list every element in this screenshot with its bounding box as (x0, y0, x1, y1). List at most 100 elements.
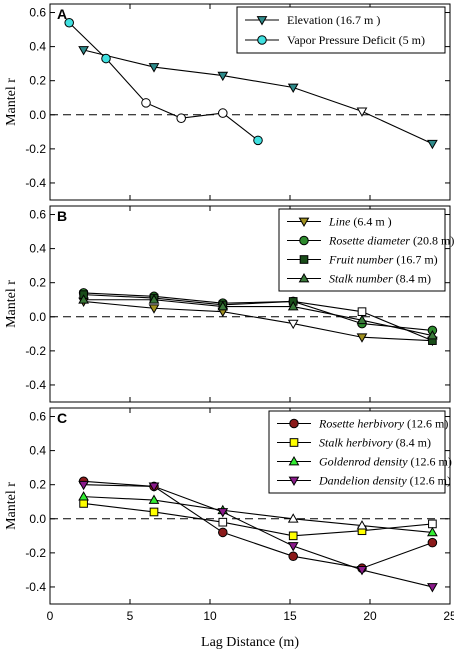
legend-marker (289, 438, 299, 447)
series-line (68, 22, 259, 141)
panel-b: -0.4 -0.2 0.0 0.2 0.4 0.6 Mantel r B Line (6.4 m… (4, 205, 454, 403)
series-line (83, 484, 433, 588)
data-point (64, 17, 74, 28)
legend-series-name: Elevation (287, 13, 333, 27)
legend-series-detail: (8.4 m) (393, 436, 431, 450)
data-point (217, 71, 229, 82)
legend-series-name: Rosette diameter (328, 234, 410, 248)
legend-series-name: Goldenrod density (319, 455, 408, 469)
data-point (356, 566, 368, 576)
plot-frame (49, 3, 451, 201)
data-point (148, 63, 160, 73)
data-point (287, 542, 299, 552)
series-line (83, 292, 433, 331)
data-point (218, 527, 228, 538)
legend-series-detail: (12.6 m) (407, 474, 451, 488)
y-tick-label: -0.4 (25, 580, 46, 594)
data-point (148, 482, 160, 492)
data-point (217, 508, 229, 518)
data-point (141, 98, 151, 108)
legend-marker (298, 272, 310, 283)
legend-series-name: Stalk herbivory (319, 436, 393, 450)
data-point (357, 307, 367, 316)
x-tick-label: 5 (127, 609, 134, 623)
legend-marker (288, 476, 300, 487)
legend-series-name: Fruit number (328, 253, 394, 267)
y-tick-label: -0.2 (25, 546, 46, 560)
data-point (149, 507, 159, 517)
legend-entry: Rosette diameter (20.8 m) (328, 234, 454, 248)
series-line (83, 480, 433, 569)
y-tick-label: 0.2 (29, 74, 46, 88)
legend-entry: Line (6.4 m ) (328, 215, 392, 229)
data-point (176, 113, 186, 123)
legend-marker (299, 255, 309, 264)
legend-series-detail: (12.6 m) (404, 417, 448, 431)
series-line (83, 300, 433, 342)
data-point (427, 139, 438, 150)
legend-series-name: Dandelion density (318, 474, 407, 488)
y-axis-title: Mantel r (4, 280, 19, 328)
legend-series-detail: (6.4 m ) (350, 215, 391, 229)
panel-a: -0.4 -0.2 0.0 0.2 0.4 0.6 Mantel r A Elevation (… (4, 3, 451, 201)
legend-series-detail: (8.4 m) (393, 272, 431, 286)
data-point (148, 294, 160, 304)
legend-marker (257, 35, 267, 45)
legend-box (236, 6, 446, 54)
panel-letter: B (57, 208, 67, 224)
data-point (428, 519, 437, 529)
data-point (218, 108, 228, 118)
series-line (83, 496, 433, 533)
data-point (148, 494, 160, 504)
panel-letter: A (57, 6, 67, 22)
data-point (101, 53, 111, 64)
y-tick-label: 0.2 (29, 478, 46, 492)
panel-c: -0.4 -0.2 0.0 0.2 0.4 0.6 0 5 10 15 20 25 Mantel r C R… (4, 407, 454, 623)
y-tick-label: -0.2 (25, 344, 46, 358)
y-axis-title: Mantel r (4, 482, 19, 530)
x-tick-label: 20 (363, 609, 377, 623)
y-tick-label: 0.0 (29, 310, 46, 324)
data-point (427, 537, 438, 548)
data-point (148, 304, 160, 314)
legend-marker (299, 235, 309, 246)
legend-marker (256, 16, 268, 26)
data-point (78, 491, 89, 501)
legend-marker (289, 418, 299, 429)
y-tick-label: 0.4 (29, 242, 46, 256)
data-point (427, 330, 438, 340)
data-point (253, 135, 263, 146)
legend-entry: Vapor Pressure Deficit (5 m) (287, 33, 425, 47)
series-line (83, 299, 433, 337)
data-point (79, 499, 88, 508)
y-tick-label: 0.6 (29, 410, 46, 424)
y-tick-label: -0.2 (25, 142, 46, 156)
data-point (288, 551, 298, 562)
series-line (83, 502, 433, 537)
data-point (356, 314, 368, 325)
legend-series-detail: (12.6 m) (408, 455, 452, 469)
data-point (427, 526, 438, 537)
data-point (356, 333, 368, 343)
legend-series-name: Rosette herbivory (318, 417, 405, 431)
y-tick-label: 0.6 (29, 208, 46, 222)
x-tick-label: 0 (47, 609, 54, 623)
data-point (287, 319, 299, 330)
data-point (78, 46, 89, 56)
data-point (356, 520, 368, 530)
legend-entry: Stalk number (8.4 m) (329, 272, 431, 286)
data-point (287, 301, 299, 311)
legend-series-detail: (5 m) (396, 33, 425, 47)
data-point (287, 513, 299, 523)
y-tick-label: 0.2 (29, 276, 46, 290)
legend-series-detail: (16.7 m ) (333, 13, 380, 27)
legend-entry: Dandelion density (12.6 m) (318, 474, 451, 488)
legend-series-detail: (16.7 m) (393, 253, 437, 267)
x-tick-label: 15 (283, 609, 297, 623)
legend-series-name: Stalk number (329, 272, 393, 286)
data-point (288, 531, 298, 541)
y-tick-label: 0.4 (29, 444, 46, 458)
legend-entry: Goldenrod density (12.6 m) (319, 455, 452, 469)
data-point (287, 83, 299, 94)
